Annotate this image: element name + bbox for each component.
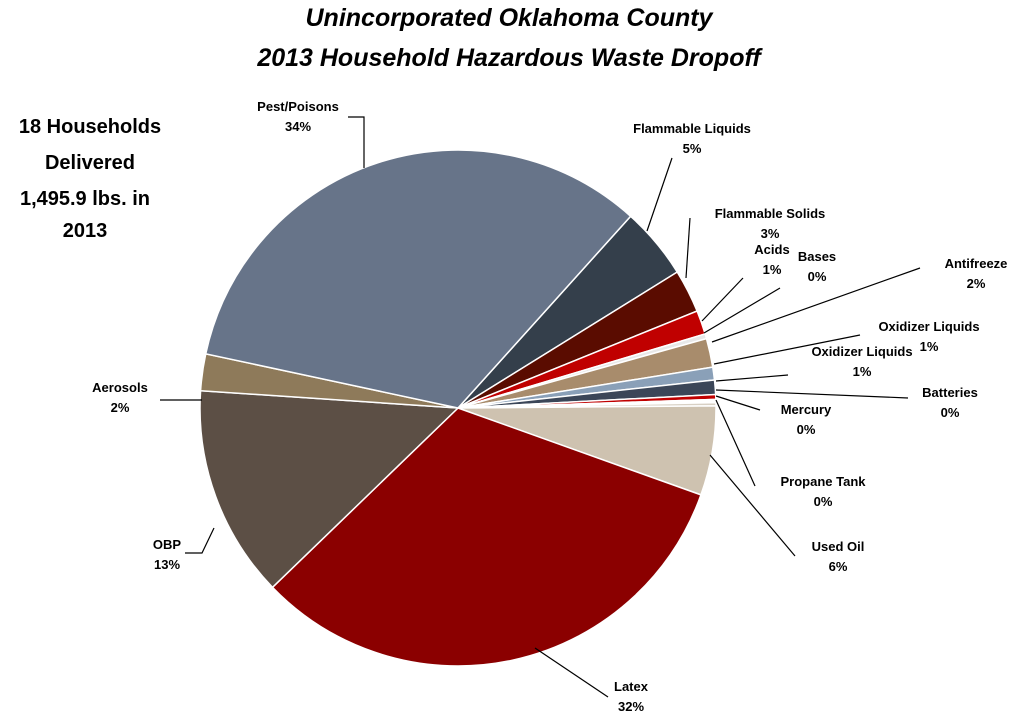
slice-percent-label: 32% [618,699,644,714]
slice-name-label: OBP [153,537,182,552]
leader-line [685,217,691,279]
slice-name-label: Oxidizer Liquids [811,344,912,359]
pie-slice-latex [271,407,702,667]
slice-name-label: Aerosols [92,380,148,395]
slice-name-label: Used Oil [812,539,865,554]
slice-labels: Flammable Liquids 5% Flammable Solids 3%Aci… [92,99,1007,714]
slice-name-label: Latex [614,679,649,694]
leader-lines [160,116,921,698]
leader-line [348,116,365,168]
slice-name-label: Flammable Liquids [633,121,751,136]
slice-percent-label: 3% [761,226,780,241]
slice-percent-label: 5% [683,141,702,156]
slice-name-label: Antifreeze [945,256,1008,271]
leader-line [185,527,215,554]
leader-line [534,647,609,698]
slice-percent-label: 2% [111,400,130,415]
leader-line [715,399,756,487]
chart-title-line2: 2013 Household Hazardous Waste Dropoff [257,44,761,72]
slice-percent-label: 1% [920,339,939,354]
chart-title-line1: Unincorporated Oklahoma County [305,4,713,32]
leader-line [646,157,673,232]
slice-name-label: Flammable Solids [715,206,826,221]
leader-line [713,334,861,365]
slice-name-label: Bases [798,249,836,264]
pie-slices [199,149,717,667]
slice-percent-label: 6% [829,559,848,574]
pie-slice-pest-poisons [204,149,632,409]
pie-slice-obp [199,389,460,589]
slice-percent-label: 1% [763,262,782,277]
slice-percent-label: 34% [285,119,311,134]
leader-line [709,454,796,557]
households-note: 18 Households Delivered [18,116,162,174]
leader-line [715,374,789,382]
slice-percent-label: 1% [853,364,872,379]
slice-name-label: Pest/Poisons [257,99,339,114]
leader-line [715,395,761,411]
slice-percent-label: 0% [808,269,827,284]
leader-line [703,287,781,334]
slice-name-label: Propane Tank [780,474,866,489]
leader-line [711,267,921,343]
slice-percent-label: 13% [154,557,180,572]
slice-name-label: Acids [754,242,789,257]
slice-percent-label: 0% [814,494,833,509]
weight-note: 1,495.9 lbs. in 2013 [19,188,151,242]
slice-percent-label: 2% [967,276,986,291]
slice-name-label: Oxidizer Liquids [878,319,979,334]
leader-line [701,277,744,322]
leader-line [715,389,909,399]
slice-name-label: Batteries [922,385,978,400]
slice-percent-label: 0% [797,422,816,437]
slice-percent-label: 0% [941,405,960,420]
slice-name-label: Mercury [781,402,832,417]
